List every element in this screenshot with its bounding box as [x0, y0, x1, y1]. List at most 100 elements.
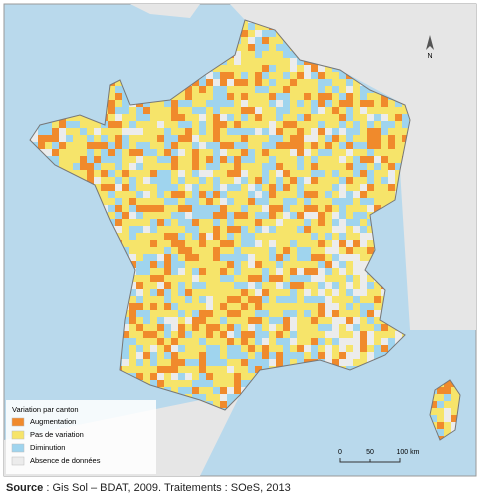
canton	[248, 23, 256, 31]
canton	[255, 142, 263, 150]
canton	[171, 142, 179, 150]
canton	[325, 86, 333, 94]
canton	[122, 352, 130, 360]
canton	[346, 191, 354, 199]
canton	[227, 394, 235, 402]
canton	[192, 184, 200, 192]
canton	[283, 226, 291, 234]
canton	[311, 240, 319, 248]
canton	[339, 303, 347, 311]
canton	[332, 86, 340, 94]
canton	[290, 296, 298, 304]
canton	[227, 268, 235, 276]
canton	[192, 282, 200, 290]
canton	[318, 72, 326, 80]
canton	[206, 177, 214, 185]
canton	[115, 121, 123, 129]
canton	[213, 142, 221, 150]
canton	[262, 247, 270, 255]
canton	[269, 233, 277, 241]
canton	[227, 324, 235, 332]
canton	[227, 86, 235, 94]
canton	[353, 261, 361, 269]
canton	[171, 240, 179, 248]
canton	[339, 149, 347, 157]
canton	[276, 324, 284, 332]
canton	[304, 170, 312, 178]
canton	[227, 310, 235, 318]
canton	[227, 184, 235, 192]
canton	[248, 226, 256, 234]
canton	[276, 219, 284, 227]
canton	[234, 114, 242, 122]
canton	[192, 198, 200, 206]
canton	[241, 135, 249, 143]
canton	[325, 156, 333, 164]
canton	[346, 219, 354, 227]
canton	[332, 296, 340, 304]
north-arrow: N	[426, 35, 434, 60]
canton	[94, 170, 102, 178]
canton	[262, 163, 270, 171]
canton	[255, 114, 263, 122]
canton	[199, 107, 207, 115]
canton	[227, 114, 235, 122]
canton	[234, 254, 242, 262]
canton	[269, 135, 277, 143]
canton	[59, 149, 67, 157]
canton	[290, 191, 298, 199]
canton	[150, 226, 158, 234]
canton	[304, 135, 312, 143]
canton	[381, 149, 389, 157]
canton	[94, 156, 102, 164]
canton	[297, 86, 305, 94]
canton	[297, 261, 305, 269]
canton	[346, 177, 354, 185]
canton	[234, 191, 242, 199]
canton	[192, 345, 200, 353]
canton	[353, 226, 361, 234]
canton	[332, 191, 340, 199]
canton	[332, 317, 340, 325]
canton	[318, 317, 326, 325]
canton	[304, 65, 312, 73]
canton	[241, 79, 249, 87]
canton	[339, 79, 347, 87]
canton	[234, 142, 242, 150]
canton	[276, 212, 284, 220]
canton	[269, 275, 277, 283]
canton	[171, 310, 179, 318]
canton	[241, 23, 249, 31]
canton	[234, 212, 242, 220]
canton	[248, 247, 256, 255]
canton	[206, 338, 214, 346]
canton	[297, 184, 305, 192]
canton	[290, 338, 298, 346]
canton	[108, 86, 116, 94]
canton	[164, 275, 172, 283]
canton	[269, 149, 277, 157]
canton	[374, 184, 382, 192]
canton	[297, 310, 305, 318]
canton	[164, 100, 172, 108]
canton	[297, 254, 305, 262]
canton	[290, 198, 298, 206]
canton	[234, 352, 242, 360]
canton	[80, 121, 88, 129]
canton	[360, 198, 368, 206]
canton	[262, 65, 270, 73]
canton	[199, 296, 207, 304]
canton	[325, 93, 333, 101]
canton	[192, 128, 200, 136]
canton	[353, 317, 361, 325]
canton	[199, 233, 207, 241]
canton	[269, 37, 277, 45]
canton	[108, 156, 116, 164]
canton	[325, 107, 333, 115]
canton	[255, 324, 263, 332]
canton	[136, 135, 144, 143]
canton	[318, 128, 326, 136]
canton	[171, 282, 179, 290]
canton	[199, 359, 207, 367]
canton	[255, 156, 263, 164]
